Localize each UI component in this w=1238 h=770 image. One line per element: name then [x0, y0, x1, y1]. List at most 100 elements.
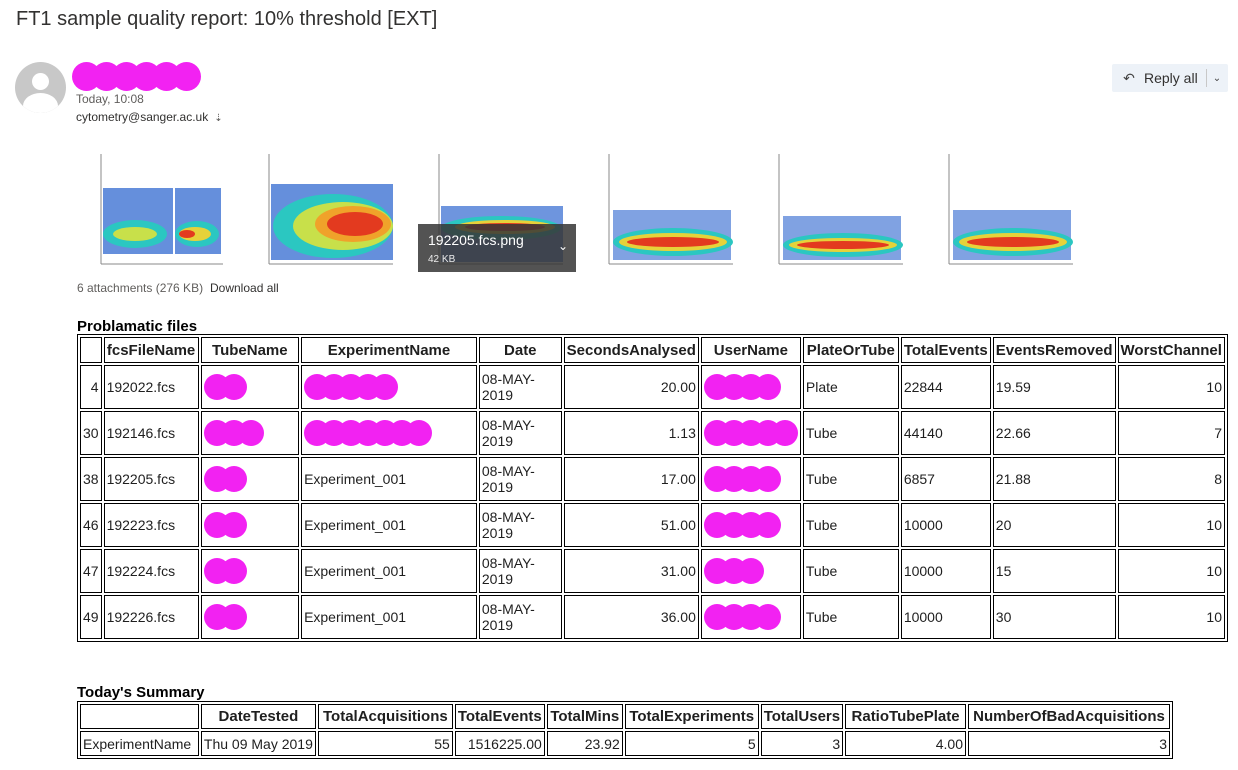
events-removed: 15: [992, 549, 1116, 593]
attachment-thumbnail[interactable]: [255, 150, 395, 274]
ratio-tube-plate: 4.00: [845, 731, 966, 756]
fcs-file-name: 192022.fcs: [103, 365, 199, 409]
fcs-file-name: 192223.fcs: [103, 503, 199, 547]
experiment-name: Experiment_001: [301, 503, 477, 547]
table-row: 4 192022.fcs 08-MAY-2019 20.00 Plate 228…: [80, 365, 1225, 409]
tube-name-redacted: [200, 549, 300, 593]
experiment-name: Experiment_001: [301, 595, 477, 639]
total-events: 22844: [900, 365, 991, 409]
plate-or-tube: Tube: [802, 595, 899, 639]
date-tested: Thu 09 May 2019: [200, 731, 316, 756]
reply-all-button[interactable]: ↶ Reply all ⌄: [1112, 64, 1228, 92]
total-events: 44140: [900, 411, 991, 455]
col-header: PlateOrTube: [802, 337, 899, 363]
table-row: 38 192205.fcs Experiment_001 08-MAY-2019…: [80, 457, 1225, 501]
attachment-thumbnail[interactable]: [595, 150, 735, 274]
worst-channel: 8: [1117, 457, 1225, 501]
date-cell: 08-MAY-2019: [478, 365, 562, 409]
recipient-address: cytometry@sanger.ac.uk: [76, 110, 209, 124]
total-events: 1516225.00: [454, 731, 545, 756]
reply-options-chevron-icon[interactable]: ⌄: [1212, 72, 1222, 84]
col-header: NumberOfBadAcquisitions: [968, 704, 1170, 729]
attachment-thumbnail[interactable]: [935, 150, 1075, 274]
col-header: TotalMins: [546, 704, 623, 729]
date-cell: 08-MAY-2019: [478, 411, 562, 455]
row-index: 47: [80, 549, 102, 593]
row-index: 46: [80, 503, 102, 547]
seconds-analysed: 51.00: [563, 503, 699, 547]
table-row: 49 192226.fcs Experiment_001 08-MAY-2019…: [80, 595, 1225, 639]
number-of-bad-acquisitions: 3: [968, 731, 1170, 756]
col-header: EventsRemoved: [992, 337, 1116, 363]
problem-table-title: Problamatic files: [77, 318, 198, 335]
row-index: 30: [80, 411, 102, 455]
sender-avatar[interactable]: [15, 62, 66, 113]
tube-name-redacted: [200, 503, 300, 547]
attachment-menu-chevron-icon[interactable]: ⌄: [557, 239, 568, 253]
summary-label: ExperimentName: [80, 731, 199, 756]
plate-or-tube: Tube: [802, 411, 899, 455]
total-events: 10000: [900, 595, 991, 639]
total-users: 3: [760, 731, 844, 756]
events-removed: 21.88: [992, 457, 1116, 501]
seconds-analysed: 17.00: [563, 457, 699, 501]
attachment-hover-overlay[interactable]: 192205.fcs.png 42 KB ⌄: [418, 224, 576, 272]
user-name-redacted: [700, 411, 801, 455]
download-all-link[interactable]: Download all: [210, 281, 279, 295]
col-header: SecondsAnalysed: [563, 337, 699, 363]
reply-all-label: Reply all: [1144, 70, 1198, 86]
plate-or-tube: Tube: [802, 503, 899, 547]
user-name-redacted: [700, 595, 801, 639]
worst-channel: 10: [1117, 549, 1225, 593]
total-mins: 23.92: [546, 731, 623, 756]
fcs-file-name: 192146.fcs: [103, 411, 199, 455]
plate-or-tube: Tube: [802, 549, 899, 593]
seconds-analysed: 20.00: [563, 365, 699, 409]
sent-time: Today, 10:08: [76, 92, 144, 106]
row-index: 4: [80, 365, 102, 409]
row-index: 38: [80, 457, 102, 501]
fcs-file-name: 192224.fcs: [103, 549, 199, 593]
table-row: 46 192223.fcs Experiment_001 08-MAY-2019…: [80, 503, 1225, 547]
email-subject: FT1 sample quality report: 10% threshold…: [16, 8, 438, 30]
worst-channel: 10: [1117, 365, 1225, 409]
problem-files-table: fcsFileName TubeName ExperimentName Date…: [77, 334, 1228, 642]
col-header: [80, 704, 199, 729]
col-header: TotalExperiments: [624, 704, 759, 729]
summary-table: DateTested TotalAcquisitions TotalEvents…: [77, 701, 1173, 759]
plate-or-tube: Tube: [802, 457, 899, 501]
attachment-filesize: 42 KB: [428, 254, 456, 265]
col-header: TotalEvents: [900, 337, 991, 363]
date-cell: 08-MAY-2019: [478, 457, 562, 501]
attachment-filename: 192205.fcs.png: [428, 232, 524, 248]
worst-channel: 10: [1117, 503, 1225, 547]
recipient-line[interactable]: cytometry@sanger.ac.uk ⇣: [76, 110, 223, 124]
user-name-redacted: [700, 503, 801, 547]
summary-table-title: Today's Summary: [77, 684, 205, 701]
attachments-count: 6 attachments (276 KB): [77, 281, 204, 295]
reply-all-icon: ↶: [1123, 69, 1135, 86]
attachment-thumbnail[interactable]: [85, 150, 225, 274]
events-removed: 30: [992, 595, 1116, 639]
table-row: 30 192146.fcs 08-MAY-2019 1.13 Tube 4414…: [80, 411, 1225, 455]
plate-or-tube: Plate: [802, 365, 899, 409]
fcs-file-name: 192226.fcs: [103, 595, 199, 639]
user-name-redacted: [700, 457, 801, 501]
date-cell: 08-MAY-2019: [478, 549, 562, 593]
attachment-thumbnail[interactable]: [765, 150, 905, 274]
seconds-analysed: 36.00: [563, 595, 699, 639]
experiment-name-redacted: [301, 411, 477, 455]
events-removed: 19.59: [992, 365, 1116, 409]
expand-recipients-icon[interactable]: ⇣: [214, 113, 223, 124]
col-header: RatioTubePlate: [845, 704, 966, 729]
events-removed: 20: [992, 503, 1116, 547]
date-cell: 08-MAY-2019: [478, 595, 562, 639]
col-header: TubeName: [200, 337, 300, 363]
tube-name-redacted: [200, 365, 300, 409]
tube-name-redacted: [200, 411, 300, 455]
col-header: DateTested: [200, 704, 316, 729]
total-events: 10000: [900, 503, 991, 547]
col-header: TotalUsers: [760, 704, 844, 729]
col-header: [80, 337, 102, 363]
fcs-file-name: 192205.fcs: [103, 457, 199, 501]
